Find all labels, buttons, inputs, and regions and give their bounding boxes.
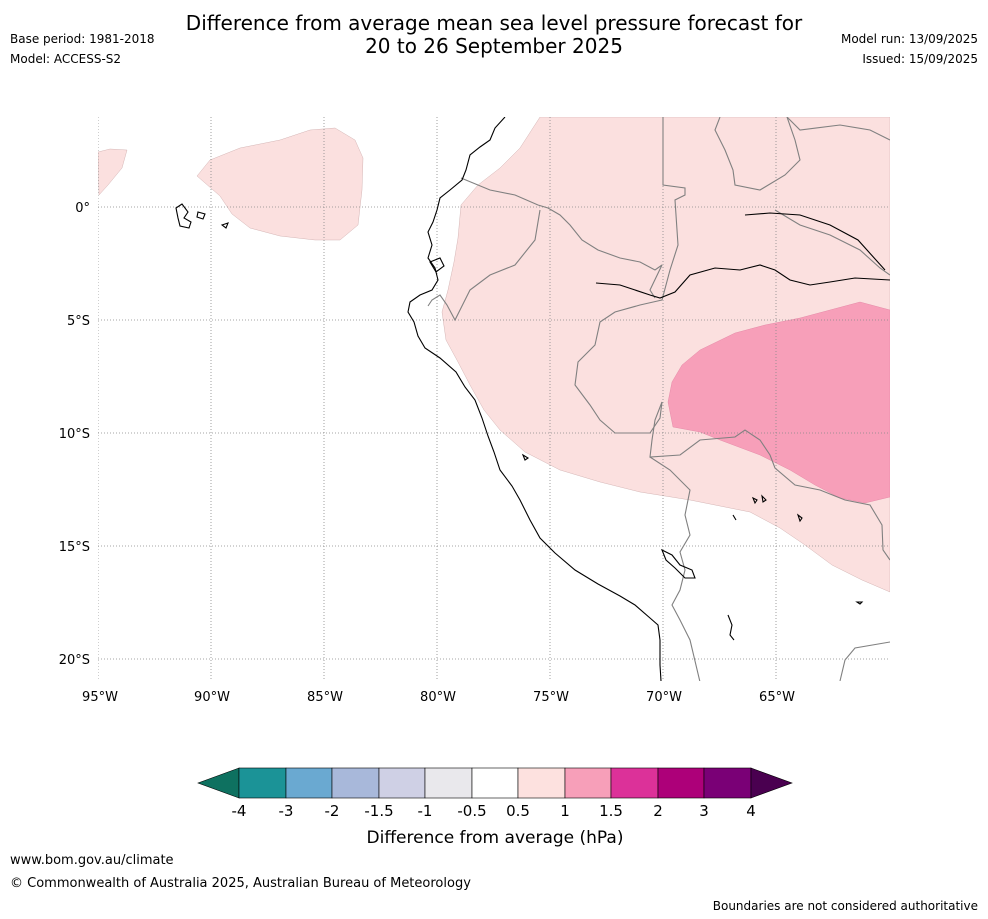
map-area [98,117,890,681]
colorbar-seg-7 [517,767,566,799]
model-name: Model: ACCESS-S2 [10,52,122,66]
right-metadata: Model run: 13/09/2025 Issued: 15/09/2025 [841,32,978,72]
colorbar-tick: -2 [325,802,340,820]
colorbar-tick: 2 [653,802,663,820]
lon-label-75w: 75°W [533,690,569,705]
coastlines [175,117,890,681]
colorbar-tick: 4 [746,802,756,820]
left-metadata: Base period: 1981-2018 Model: ACCESS-S2 [10,32,155,72]
anomaly-area-0.5-1-main [441,117,890,593]
colorbar-tick: -0.5 [457,802,486,820]
colorbar-tick: -4 [232,802,247,820]
colorbar-tick: -1.5 [364,802,393,820]
title-line-2: 20 to 26 September 2025 [365,34,623,58]
colorbar-ticks: -4 -3 -2 -1.5 -1 -0.5 0.5 1 1.5 2 3 4 [232,802,756,820]
lat-label-0: 0° [75,201,90,216]
lon-label-80w: 80°W [420,690,456,705]
colorbar-seg-10 [657,767,705,799]
issued-date: Issued: 15/09/2025 [862,52,978,66]
model-run: Model run: 13/09/2025 [840,32,978,46]
title-line-1: Difference from average mean sea level p… [185,11,803,35]
axis-labels: 0° 5°S 10°S 15°S 20°S 95°W 90°W 85°W 80°… [59,201,795,705]
colorbar-seg-1 [238,767,287,799]
colorbar-seg-6 [471,767,519,799]
colorbar [197,767,793,799]
colorbar-seg-4 [378,767,426,799]
colorbar-seg-11 [703,767,752,799]
lat-label-20s: 20°S [59,653,90,668]
anomaly-area-0.5-1-edge [98,148,128,196]
anomaly-area-0.5-1-west [196,127,364,241]
map-title: Difference from average mean sea level p… [0,12,988,58]
colorbar-seg-3 [331,767,380,799]
country-borders [427,117,890,681]
lat-label-15s: 15°S [59,540,90,555]
colorbar-high-arrow [750,767,793,799]
lon-label-95w: 95°W [82,690,118,705]
colorbar-seg-5 [424,767,473,799]
lon-label-65w: 65°W [759,690,795,705]
copyright-text: © Commonwealth of Australia 2025, Austra… [10,876,471,891]
colorbar-title: Difference from average (hPa) [367,828,624,848]
colorbar-low-arrow [197,767,240,799]
colorbar-tick: -3 [279,802,294,820]
lat-label-5s: 5°S [67,314,90,329]
colorbar-tick: 1.5 [599,802,623,820]
lon-label-85w: 85°W [307,690,343,705]
lat-label-10s: 10°S [59,427,90,442]
lon-label-70w: 70°W [646,690,682,705]
colorbar-seg-8 [564,767,612,799]
disclaimer-text: Boundaries are not considered authoritat… [712,899,978,913]
base-period: Base period: 1981-2018 [10,32,155,46]
colorbar-tick: 1 [560,802,570,820]
colorbar-tick: -1 [418,802,433,820]
lon-label-90w: 90°W [194,690,230,705]
website-link[interactable]: www.bom.gov.au/climate [10,853,174,868]
colorbar-seg-2 [285,767,333,799]
colorbar-tick: 3 [699,802,709,820]
colorbar-seg-9 [610,767,659,799]
colorbar-tick: 0.5 [506,802,530,820]
